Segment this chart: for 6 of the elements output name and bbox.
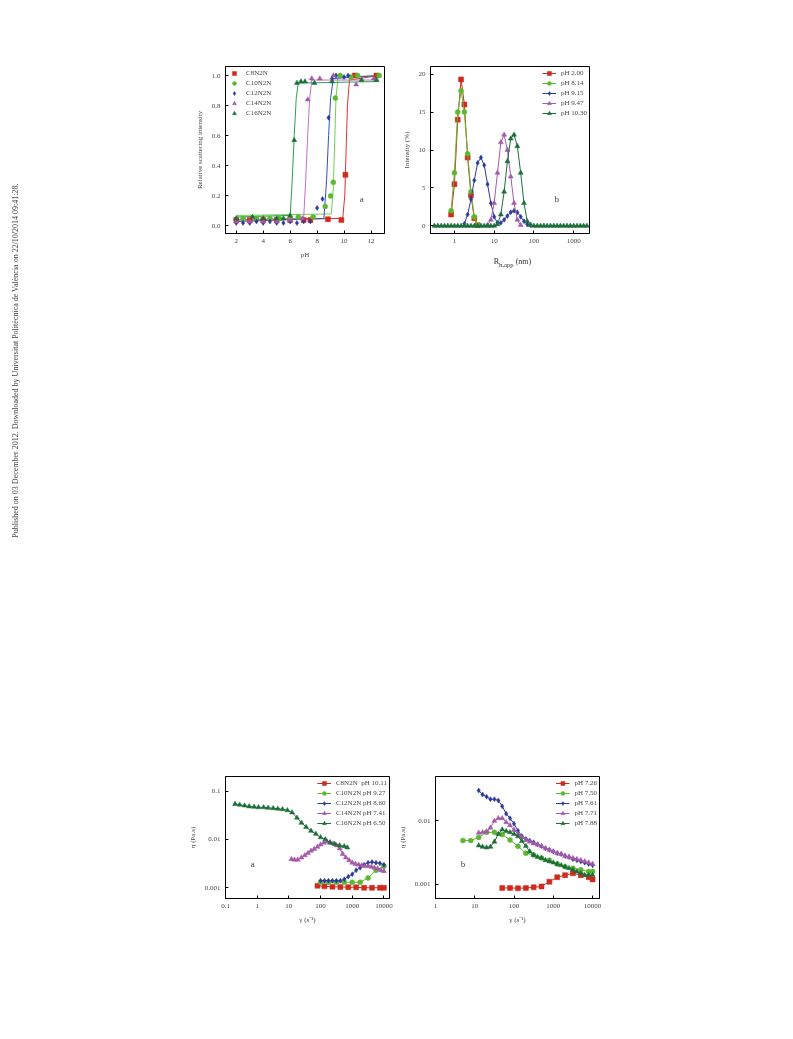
annotation: a <box>250 858 255 869</box>
annotation: b <box>554 193 560 204</box>
x-axis-title: R$_{h,app}$ (nm) <box>493 256 532 270</box>
annotation: b <box>460 858 466 869</box>
annotation: a <box>359 193 364 204</box>
text: Published on 03 December 2012. Downloaded by Universitat Politècnica de València on 22/10/2014 09:41:28. <box>11 183 20 538</box>
